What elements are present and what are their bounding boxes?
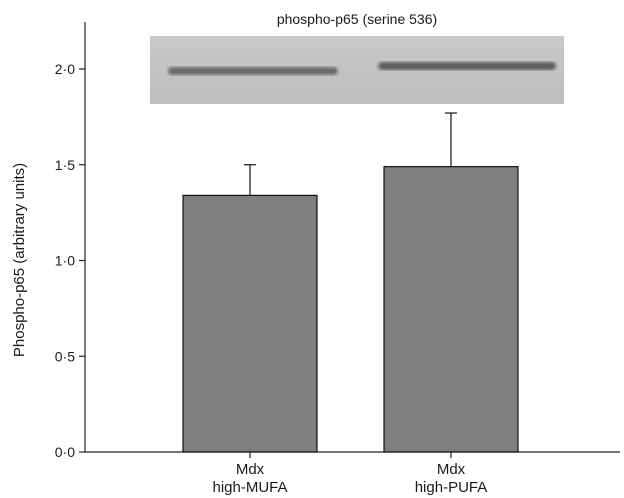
bar-high-mufa	[182, 194, 318, 453]
x-tick-label-line2: high-MUFA	[212, 479, 287, 496]
bar-high-pufa	[383, 166, 519, 453]
y-tick-label: 0·0	[55, 444, 75, 460]
y-tick-label: 1·5	[55, 157, 75, 173]
x-tick-label-line1: Mdx	[437, 461, 466, 478]
blot-band-pufa	[378, 62, 556, 70]
x-tick-label-line1: Mdx	[236, 461, 265, 478]
blot-label: phospho-p65 (serine 536)	[277, 11, 437, 27]
y-axis-label: Phospho-p65 (arbitrary units)	[11, 163, 28, 357]
bars	[182, 112, 519, 453]
y-tick-label: 2·0	[55, 61, 75, 77]
y-ticks: 0·0 0·5 1·0 1·5 2·0	[55, 61, 85, 460]
x-tick-label-line2: high-PUFA	[415, 479, 488, 496]
western-blot-inset: phospho-p65 (serine 536)	[150, 11, 564, 104]
y-tick-label: 1·0	[55, 253, 75, 269]
y-tick-label: 0·5	[55, 348, 75, 364]
blot-band-mufa	[168, 67, 338, 75]
